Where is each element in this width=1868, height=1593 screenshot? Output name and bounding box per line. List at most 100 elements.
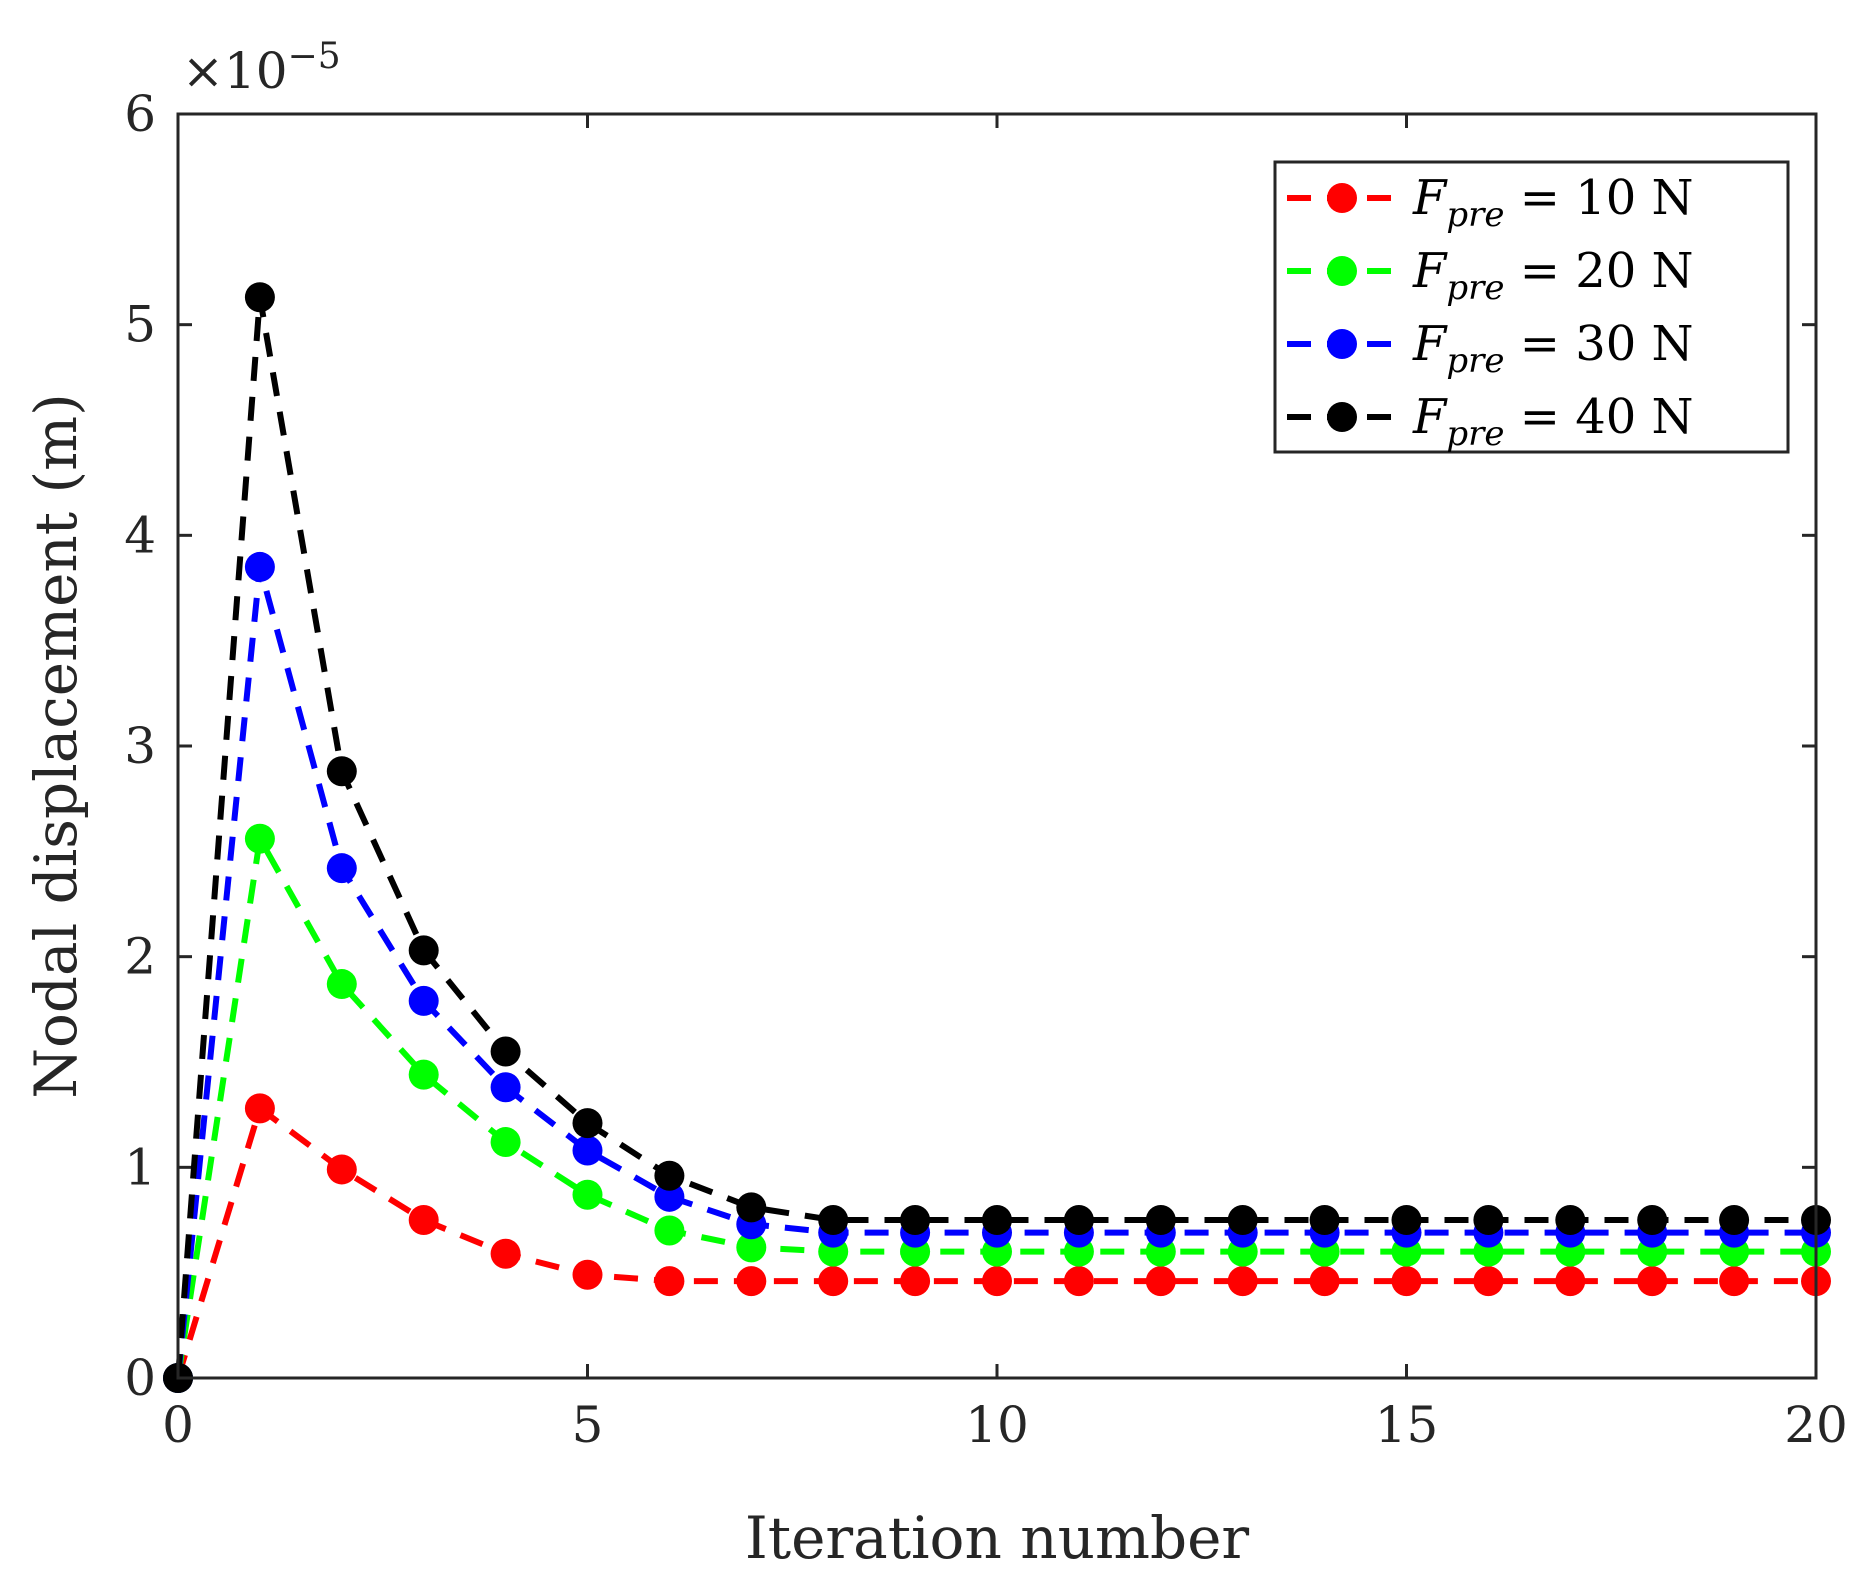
- legend-marker: [1327, 329, 1357, 359]
- legend-label-var: F: [1412, 316, 1448, 372]
- x-tick-label: 20: [1784, 1396, 1848, 1454]
- data-point: [1145, 1266, 1176, 1297]
- legend-label-sub: pre: [1446, 414, 1504, 454]
- x-tick-labels: 0 5 10 15 20: [162, 1396, 1848, 1454]
- series-line: [175, 296, 1816, 1379]
- data-point: [572, 1108, 603, 1139]
- data-point: [818, 1205, 849, 1235]
- plot-frame: [176, 112, 1818, 1380]
- y-tick-label: 1: [124, 1138, 156, 1196]
- data-point: [408, 985, 439, 1016]
- y-tick-label: 3: [124, 717, 156, 775]
- data-point: [654, 1266, 685, 1297]
- x-tick-label: 5: [572, 1396, 604, 1454]
- legend-label-var: F: [1412, 170, 1448, 226]
- data-point: [408, 935, 439, 966]
- legend-marker: [1327, 256, 1357, 286]
- data-point: [490, 1127, 521, 1158]
- data-point: [572, 1179, 603, 1210]
- y-tick-label: 5: [124, 296, 156, 354]
- y-axis-title: Nodal displacement (m): [22, 393, 90, 1099]
- data-point: [244, 282, 275, 313]
- data-point: [244, 1093, 275, 1124]
- series-1: [163, 1093, 1831, 1393]
- data-point: [1309, 1266, 1340, 1297]
- legend-label-rest: = 10 N: [1504, 170, 1693, 226]
- legend-marker: [1327, 402, 1357, 432]
- legend-label: Fpre = 20 N: [1412, 243, 1694, 308]
- data-point: [326, 853, 357, 884]
- data-point: [1719, 1205, 1750, 1235]
- data-point: [1637, 1266, 1668, 1297]
- legend-entry: Fpre = 10 N: [1287, 170, 1694, 235]
- y-tick-label: 4: [124, 506, 156, 564]
- legend-entry: Fpre = 20 N: [1287, 243, 1694, 308]
- data-point: [408, 1059, 439, 1090]
- data-point: [1637, 1205, 1668, 1235]
- data-point: [326, 969, 357, 1000]
- legend-label: Fpre = 10 N: [1412, 170, 1694, 235]
- x-tick-label: 10: [965, 1396, 1029, 1454]
- legend-box: [1273, 160, 1790, 454]
- data-point: [1555, 1205, 1586, 1235]
- data-point: [736, 1266, 767, 1297]
- y-tick-label: 2: [124, 928, 156, 986]
- data-point: [654, 1160, 685, 1191]
- legend-label-rest: = 30 N: [1504, 316, 1693, 372]
- data-point: [900, 1205, 931, 1235]
- legend-label-sub: pre: [1446, 268, 1504, 308]
- data-point: [900, 1266, 931, 1297]
- data-point: [1309, 1205, 1340, 1235]
- data-point: [1145, 1205, 1176, 1235]
- data-point: [1473, 1205, 1504, 1235]
- data-point: [1555, 1266, 1586, 1297]
- data-point: [244, 551, 275, 582]
- data-point: [572, 1135, 603, 1166]
- legend-label-var: F: [1412, 243, 1448, 299]
- legend-entry: Fpre = 30 N: [1287, 316, 1694, 381]
- data-point: [408, 1205, 439, 1235]
- y-exponent-power: −5: [288, 36, 341, 77]
- y-tick-label: 6: [124, 85, 156, 143]
- data-point: [1227, 1205, 1258, 1235]
- data-point: [490, 1072, 521, 1103]
- data-point: [1063, 1266, 1094, 1297]
- data-point: [490, 1238, 521, 1269]
- data-point: [654, 1181, 685, 1212]
- data-point: [1063, 1205, 1094, 1235]
- data-point: [1473, 1266, 1504, 1297]
- legend-label-sub: pre: [1446, 341, 1504, 381]
- data-point: [736, 1192, 767, 1223]
- data-point: [244, 823, 275, 854]
- data-point: [1391, 1266, 1422, 1297]
- legend-label-rest: = 20 N: [1504, 243, 1693, 299]
- data-point: [326, 1154, 357, 1185]
- data-point: [326, 756, 357, 787]
- data-point: [490, 1036, 521, 1067]
- y-tick-labels: 0 1 2 3 4 5 6: [124, 85, 156, 1407]
- data-point: [654, 1215, 685, 1246]
- y-tick-label: 0: [124, 1349, 156, 1407]
- data-point: [572, 1259, 603, 1290]
- data-point: [1719, 1266, 1750, 1297]
- x-axis-title: Iteration number: [745, 1504, 1250, 1572]
- y-axis-exponent: ×10−5: [182, 36, 341, 100]
- legend-label: Fpre = 40 N: [1412, 389, 1694, 454]
- legend-label-sub: pre: [1446, 195, 1504, 235]
- legend-marker: [1327, 183, 1357, 213]
- legend-entry: Fpre = 40 N: [1287, 389, 1694, 454]
- x-tick-label: 15: [1375, 1396, 1439, 1454]
- legend-label-var: F: [1412, 389, 1448, 445]
- data-point: [736, 1232, 767, 1263]
- data-point: [982, 1266, 1012, 1297]
- y-exponent-base: ×10: [182, 42, 288, 100]
- data-point: [1227, 1266, 1258, 1297]
- data-point: [1391, 1205, 1422, 1235]
- legend-label-rest: = 40 N: [1504, 389, 1693, 445]
- x-tick-label: 0: [162, 1396, 194, 1454]
- data-point: [982, 1205, 1012, 1235]
- data-point: [818, 1266, 849, 1297]
- legend-label: Fpre = 30 N: [1412, 316, 1694, 381]
